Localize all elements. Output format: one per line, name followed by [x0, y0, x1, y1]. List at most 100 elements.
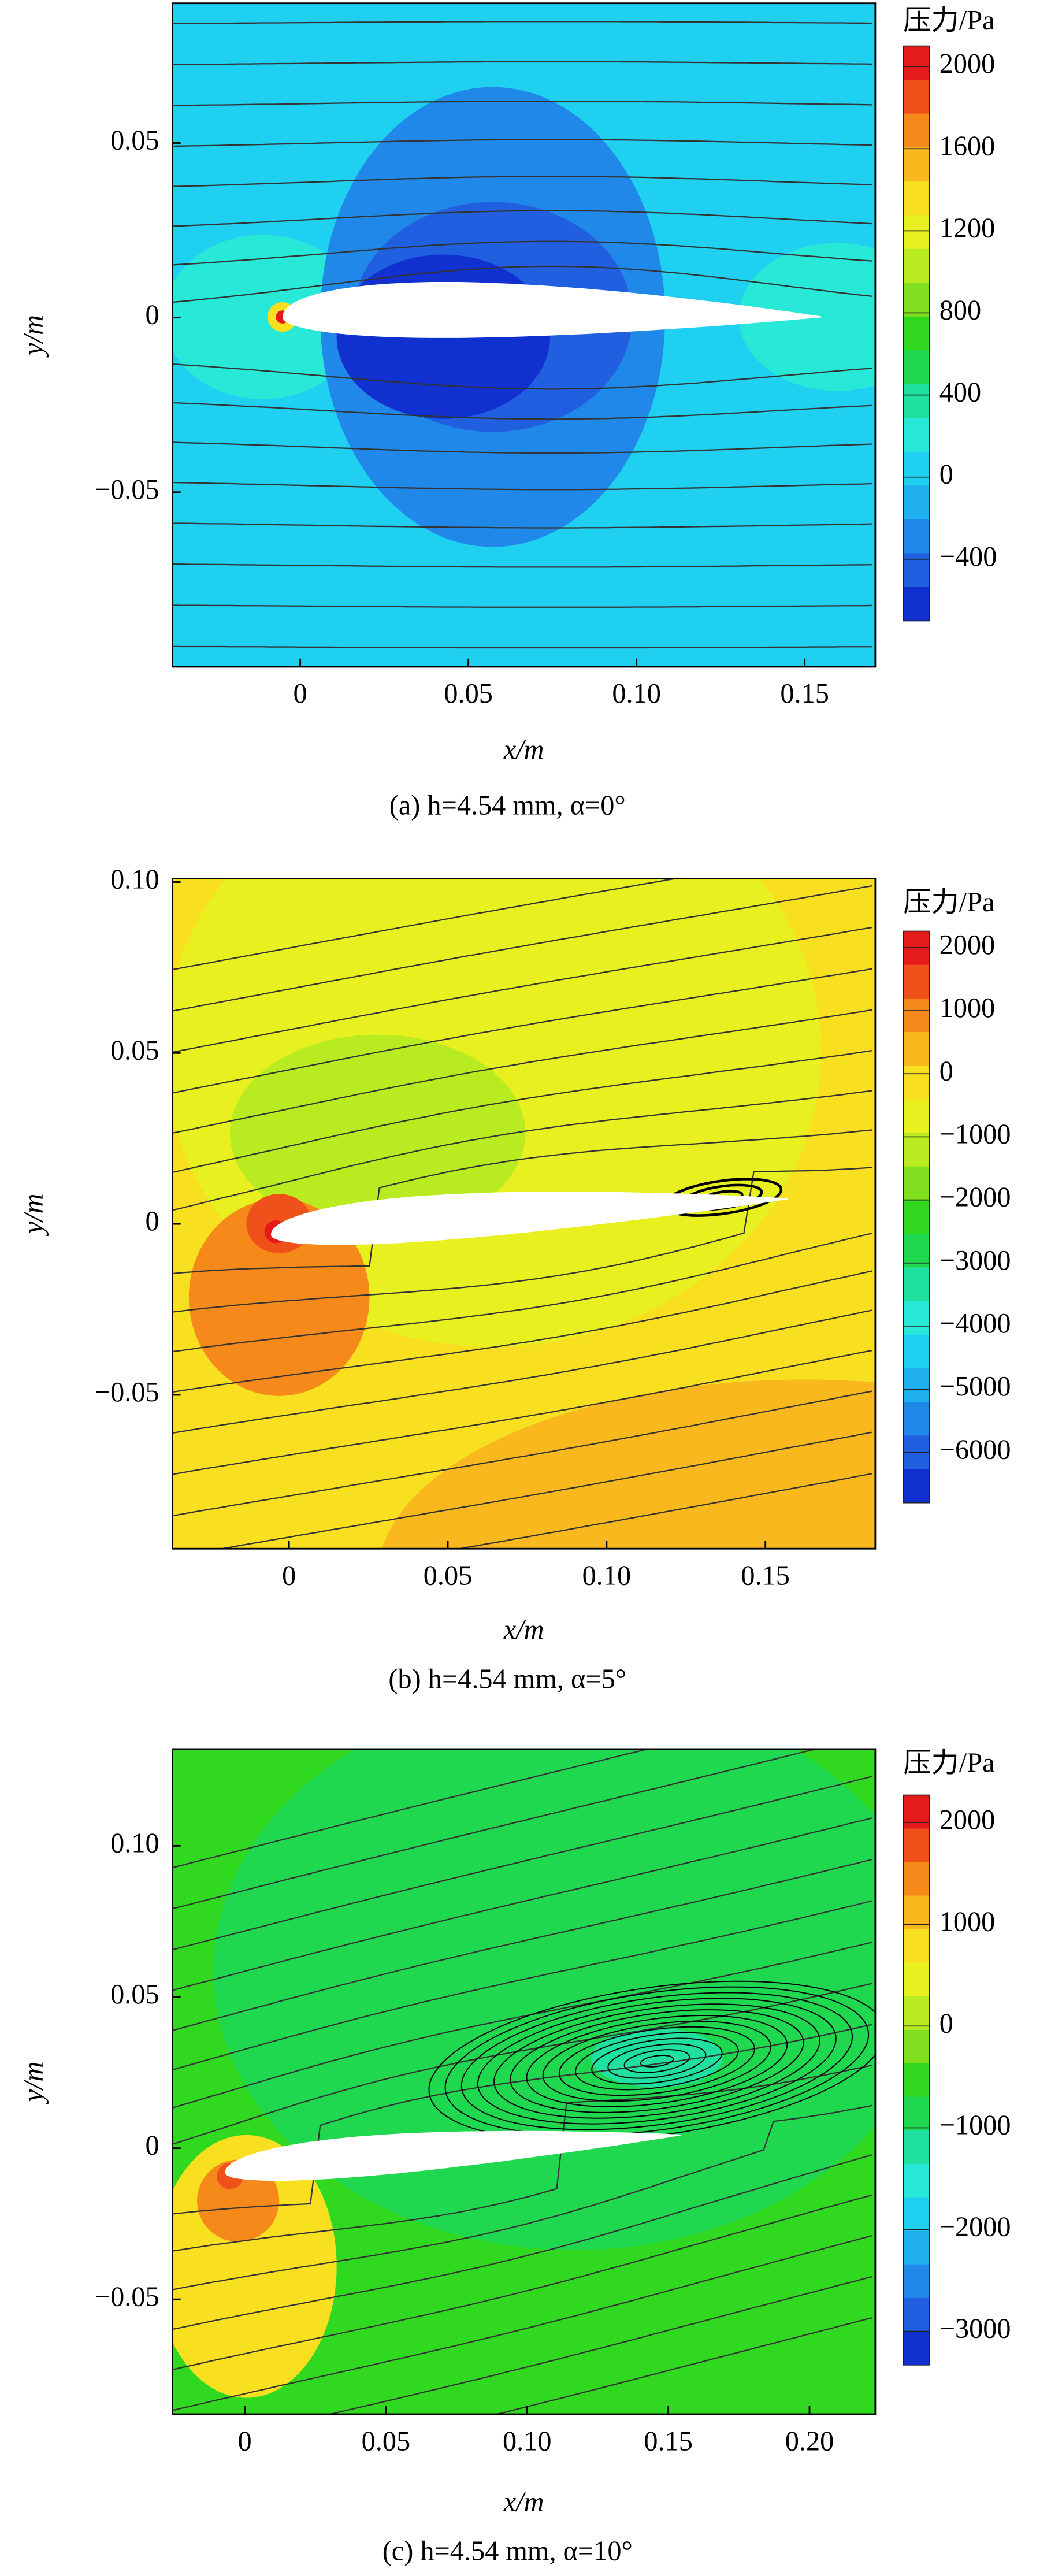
- y-tick-label: 0.05: [110, 125, 159, 156]
- colorbar-band: [903, 283, 930, 317]
- colorbar-tick-label: 1000: [939, 993, 996, 1023]
- caption: (a) h=4.54 mm, α=0°: [389, 790, 626, 821]
- y-tick-label: 0.05: [110, 1979, 159, 2010]
- streamline: [172, 1749, 819, 1910]
- x-tick-label: 0: [237, 2426, 251, 2456]
- caption: (c) h=4.54 mm, α=10°: [382, 2536, 633, 2567]
- y-axis-label: y/m: [18, 315, 49, 358]
- airfoil: [225, 2130, 682, 2181]
- y-axis-label: y/m: [18, 2062, 49, 2105]
- pressure-region: [229, 1034, 526, 1232]
- streamline: [172, 1050, 872, 1174]
- colorbar-tick-label: 0: [939, 1056, 953, 1086]
- vortex-line: [510, 2009, 804, 2113]
- colorbar-band: [903, 1301, 930, 1335]
- colorbar-band: [903, 181, 930, 216]
- field: [172, 3, 875, 667]
- vortex-line: [444, 1986, 870, 2136]
- x-tick-label: 0.05: [444, 678, 493, 709]
- streamline: [172, 100, 872, 106]
- y-tick-label: 0: [146, 1206, 159, 1237]
- streamline: [172, 1817, 872, 1991]
- streamline: [172, 363, 872, 390]
- colorbar-tick-label: −6000: [939, 1434, 1011, 1465]
- pressure-region: [591, 2028, 723, 2088]
- streamline: [172, 2024, 872, 2215]
- plot-frame: [172, 2, 877, 668]
- x-axis-label: x/m: [503, 1614, 544, 1645]
- y-tick-label: 0: [146, 300, 159, 331]
- vortex-line: [607, 2043, 707, 2079]
- colorbar-band: [903, 248, 930, 284]
- colorbar-band: [903, 2331, 930, 2366]
- colorbar-frame: [903, 930, 930, 1504]
- colorbar-tick-label: −2000: [939, 1182, 1011, 1213]
- streamline: [172, 2064, 872, 2252]
- x-tick-label: 0.05: [362, 2426, 411, 2456]
- colorbar-band: [903, 80, 930, 114]
- streamline: [172, 441, 872, 454]
- colorbar-tick-label: 800: [939, 295, 981, 326]
- x-tick-label: 0: [294, 678, 307, 709]
- field: [172, 1749, 875, 2415]
- colorbar-frame: [903, 45, 930, 622]
- colorbar-tick-label: −3000: [939, 2314, 1011, 2344]
- vortex-line: [640, 2055, 674, 2068]
- colorbar-band: [903, 2029, 930, 2064]
- colorbar-band: [903, 1066, 930, 1100]
- streamline: [172, 1776, 872, 1951]
- streamline: [172, 1749, 651, 1869]
- y-axis-label: y/m: [18, 1194, 49, 1237]
- colorbar-band: [903, 2197, 930, 2232]
- caption: (b) h=4.54 mm, α=5°: [388, 1664, 626, 1695]
- streamline: [172, 2104, 872, 2291]
- x-tick-label: 0.10: [503, 2426, 552, 2456]
- x-tick-label: 0.15: [780, 678, 829, 709]
- x-tick-label: 0.10: [612, 678, 661, 709]
- colorbar-band: [903, 2063, 930, 2098]
- y-tick-label: 0: [146, 2130, 159, 2161]
- streamline: [172, 2234, 872, 2411]
- streamline: [172, 1942, 872, 2109]
- vortex-line: [493, 2003, 820, 2119]
- colorbar-band: [903, 2264, 930, 2299]
- colorbar-band: [903, 485, 930, 520]
- colorbar-tick-label: −2000: [939, 2212, 1011, 2243]
- colorbar-band: [903, 418, 930, 452]
- streamline: [172, 210, 872, 227]
- plot-frame: [172, 1748, 877, 2415]
- colorbar-band: [903, 113, 930, 148]
- colorbar-tick-label: −1000: [939, 2110, 1011, 2141]
- x-tick-label: 0: [282, 1560, 296, 1591]
- streamline: [172, 1090, 872, 1211]
- colorbar-band: [903, 931, 930, 966]
- streamline: [172, 1858, 872, 2031]
- colorbar-band: [903, 1334, 930, 1369]
- plot-frame: [172, 878, 877, 1550]
- colorbar-band: [903, 46, 930, 80]
- x-axis-label: x/m: [503, 734, 544, 765]
- x-tick-label: 0.10: [582, 1560, 632, 1591]
- streamline: [172, 1009, 872, 1134]
- colorbar-tick-label: 1200: [939, 213, 996, 243]
- contour-plot: 0 0.05 0.10 0.15 −0.05 0 0.05 x/m y/m (a) h=4.54 …: [18, 2, 997, 821]
- colorbar-band: [903, 1166, 930, 1201]
- streamline: [172, 604, 872, 608]
- streamline: [172, 645, 872, 649]
- contour-plot: 0 0.05 0.10 0.15 0.20 −0.05 0 0.05 0.10 x/m y/m (c)…: [18, 1747, 1011, 2567]
- colorbar-band: [903, 964, 930, 999]
- colorbar-tick-label: 2000: [939, 49, 996, 79]
- colorbar-band: [903, 998, 930, 1033]
- vortex-line: [460, 1992, 853, 2130]
- x-axis-label: x/m: [503, 2486, 544, 2517]
- y-tick-label: −0.05: [95, 474, 159, 505]
- colorbar-band: [903, 1402, 930, 1437]
- colorbar-tick-label: 400: [939, 377, 981, 408]
- colorbar-band: [903, 350, 930, 385]
- streamline: [172, 21, 872, 24]
- colorbar-band: [903, 2130, 930, 2165]
- pressure-region: [172, 235, 362, 399]
- vortex-line: [591, 2037, 723, 2085]
